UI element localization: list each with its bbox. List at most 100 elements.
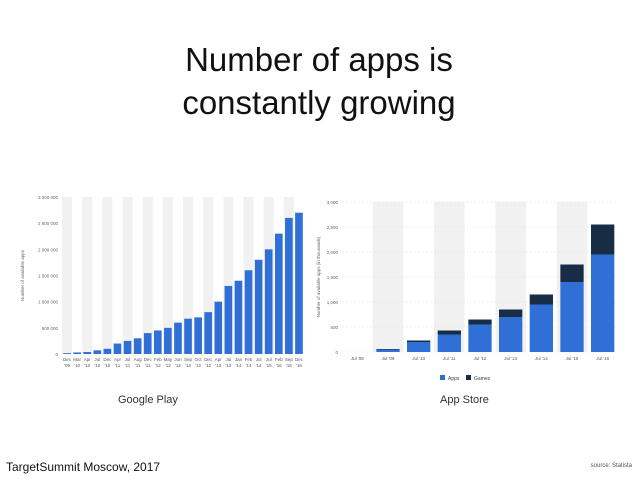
x-tick-label-year: '10 (94, 363, 100, 368)
x-tick-label-year: '10 (104, 363, 110, 368)
y-axis-label: Number of available apps (20, 249, 25, 301)
x-tick-label-year: '14 (236, 363, 242, 368)
x-tick-label: Oct (195, 357, 203, 362)
x-tick-label-year: '10 (84, 363, 90, 368)
bar (264, 249, 273, 354)
x-tick-label: Jul '15 (566, 356, 579, 361)
x-tick-label-year: '12 (175, 363, 181, 368)
x-tick-label: Feb (275, 357, 283, 362)
bar (204, 312, 213, 354)
x-tick-label: Jul (125, 357, 131, 362)
x-tick-label: Jun (174, 357, 182, 362)
bar (164, 327, 172, 354)
x-tick-label: Sep (184, 357, 193, 362)
bar (63, 353, 71, 354)
x-tick-label: Jul '11 (443, 356, 456, 361)
plot-band (142, 197, 153, 354)
x-tick-label: Jul '13 (504, 356, 517, 361)
x-tick-label-year: '10 (74, 363, 80, 368)
x-tick-label: Jul '12 (474, 356, 487, 361)
bar (113, 343, 122, 354)
legend-label-apps: Apps (448, 376, 460, 382)
y-tick-label: 500 000 (42, 326, 59, 331)
x-tick-label: Dec (103, 357, 112, 362)
plot-band (102, 197, 113, 354)
y-tick-label: 2,000 (327, 250, 339, 255)
x-tick-label: Jul (266, 357, 272, 362)
bar (254, 259, 263, 354)
x-tick-label-year: '14 (246, 363, 252, 368)
bar (133, 338, 142, 354)
app-store-chart: 0 500 1,000 1,500 2,000 2,500 3,000 Number of a… (316, 200, 618, 382)
y-tick-label: 1,500 (327, 275, 339, 280)
x-tick-label: Jul (225, 357, 231, 362)
x-tick-label-year: '12 (165, 363, 171, 368)
google-play-caption: Google Play (118, 394, 178, 406)
bar-apps (499, 317, 523, 352)
bar (174, 322, 182, 354)
x-tick-label-year: '16 (286, 363, 292, 368)
slide-title: Number of apps is constantly growing (0, 38, 638, 124)
bar (274, 233, 283, 354)
x-tick-label: Jul '09 (382, 356, 395, 361)
bar-apps (529, 304, 553, 352)
x-tick-label-year: '13 (225, 363, 231, 368)
legend-swatch-games (466, 375, 471, 380)
x-tick-label-year: '16 (296, 363, 302, 368)
bar-games (591, 224, 615, 255)
bar (123, 340, 132, 354)
x-tick-label-year: '11 (135, 363, 141, 368)
y-tick-label: 1 000 000 (38, 300, 59, 305)
y-tick-label: 0 (55, 352, 58, 357)
x-tick-label: Jul '14 (535, 356, 548, 361)
bar-apps (560, 282, 584, 352)
y-tick-label: 3,000 (327, 200, 339, 205)
plot-band (183, 197, 194, 354)
google-play-chart: Number of available apps 0 500 000 1 000 00… (20, 195, 304, 368)
x-tick-label: Dec (204, 357, 213, 362)
source-note: source: Statista (590, 463, 632, 469)
x-tick-label-year: '12 (185, 363, 191, 368)
bar (73, 352, 81, 354)
x-tick-label: Apr (114, 357, 122, 362)
bar (234, 280, 243, 354)
x-tick-label: Jul '10 (412, 356, 425, 361)
y-tick-label: 3 000 000 (38, 195, 59, 200)
bar (103, 348, 112, 354)
x-tick-label: Feb (154, 357, 162, 362)
x-tick-label-year: '09 (64, 363, 70, 368)
bar-games (529, 294, 553, 305)
x-tick-label-year: '11 (115, 363, 121, 368)
plot-band (122, 197, 133, 354)
x-tick-label: Feb (245, 357, 253, 362)
bar-games (560, 264, 584, 282)
x-tick-label: Jul (94, 357, 100, 362)
y-tick-label: 1 500 000 (38, 274, 59, 279)
bar (295, 212, 303, 354)
x-tick-label: Dec (295, 357, 304, 362)
x-tick-label-year: '12 (195, 363, 201, 368)
plot-band (223, 197, 234, 354)
bar-games (468, 319, 492, 325)
plot-band (62, 197, 73, 354)
bar (224, 285, 233, 354)
bar-apps (591, 254, 615, 352)
plot-band (162, 197, 173, 354)
bar (184, 318, 192, 354)
x-tick-label: Mar (73, 357, 81, 362)
x-tick-label-year: '14 (256, 363, 262, 368)
y-tick-label: 500 (330, 325, 338, 330)
x-tick-label-year: '16 (276, 363, 282, 368)
slide-title-line-1: Number of apps is (185, 41, 453, 78)
x-tick-label: Sep (285, 357, 294, 362)
x-tick-label-year: '12 (205, 363, 211, 368)
bar-apps (376, 349, 400, 352)
slide-title-line-2: constantly growing (182, 84, 456, 121)
x-tick-label: Dec (63, 357, 72, 362)
x-tick-label-year: '11 (145, 363, 151, 368)
y-tick-label: 2 500 000 (38, 221, 59, 226)
bar (93, 350, 102, 354)
x-tick-label: Apr (84, 357, 92, 362)
legend-label-games: Games (474, 376, 491, 382)
bar (194, 317, 202, 354)
